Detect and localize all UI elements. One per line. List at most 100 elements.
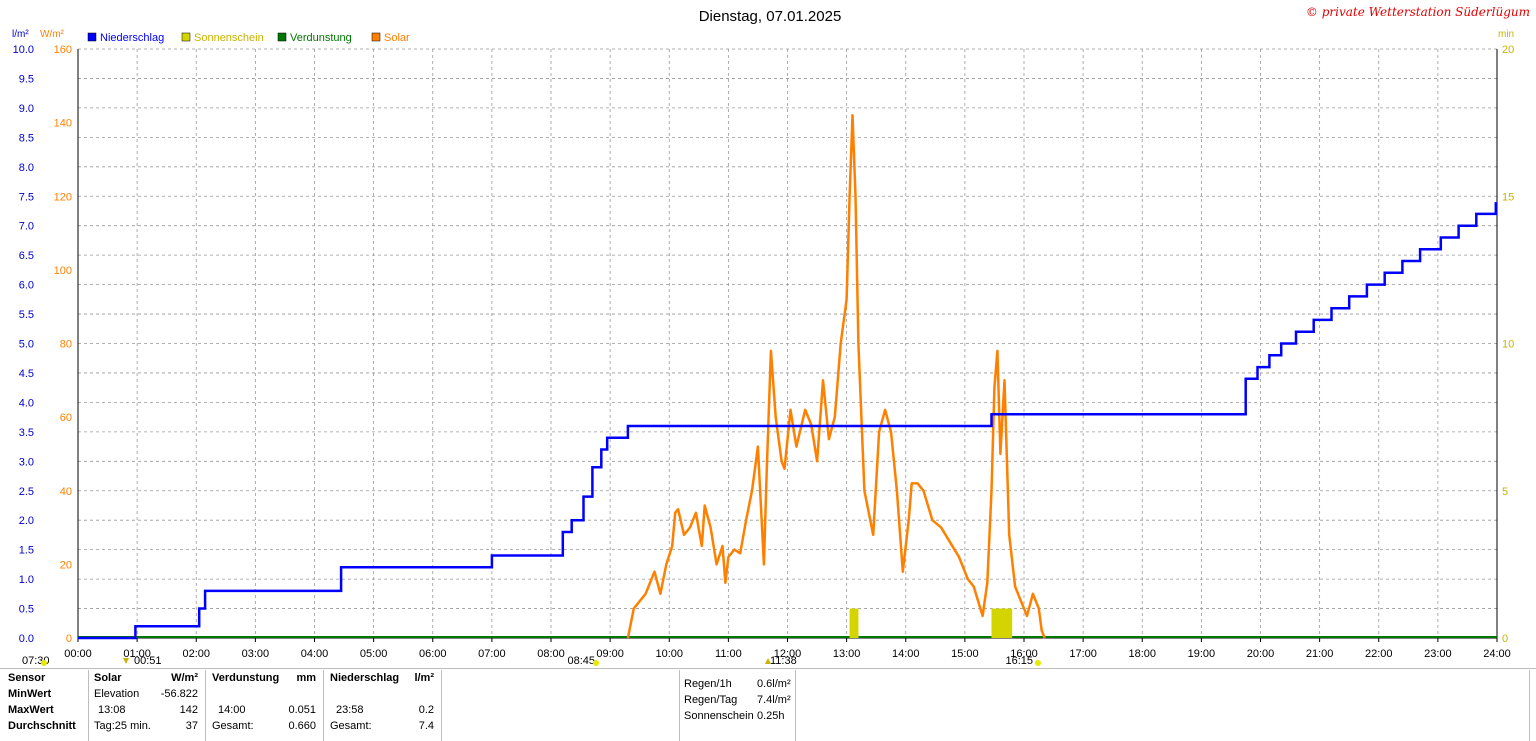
table-top-divider: [0, 668, 1536, 669]
y-left1-tick-label: 3.0: [19, 456, 34, 468]
y-left1-tick-label: 10.0: [13, 44, 34, 56]
label-maxwert: MaxWert: [8, 704, 54, 716]
y-left1-tick-label: 9.5: [19, 73, 34, 85]
y-left1-tick-label: 4.5: [19, 368, 34, 380]
x-tick-label: 23:00: [1424, 648, 1452, 660]
legend-swatch: [181, 32, 191, 42]
x-tick-label: 21:00: [1306, 648, 1334, 660]
verd-column-right: mm 0.051 0.660: [270, 670, 316, 734]
y-left1-tick-label: 7.0: [19, 221, 34, 233]
solar-avg-label: Tag:25 min.: [94, 720, 151, 732]
series-solar: [626, 114, 1046, 639]
x-tick-label: 15:00: [951, 648, 979, 660]
solar-header: Solar: [94, 672, 122, 684]
y-left1-tick-label: 4.0: [19, 397, 34, 409]
y-left1-tick-label: 0.0: [19, 633, 34, 645]
table-divider: [323, 670, 324, 741]
nied-max-time: 23:58: [336, 704, 364, 716]
verd-max-value: 0.051: [288, 704, 316, 716]
y-left2-tick-label: 160: [54, 44, 72, 56]
legend-label: Verdunstung: [290, 32, 352, 44]
y-left1-tick-label: 1.0: [19, 574, 34, 586]
x-tick-label: 04:00: [301, 648, 329, 660]
sun-marker-dot: [41, 660, 47, 666]
summary-label: Regen/1h: [684, 678, 732, 690]
x-tick-label: 16:00: [1010, 648, 1038, 660]
summary-labels: Regen/1h Regen/Tag Sonnenschein: [684, 676, 754, 724]
y-left1-tick-label: 6.5: [19, 250, 34, 262]
sunshine-bar: [849, 608, 859, 638]
y-left2-tick-label: 60: [60, 412, 72, 424]
y-left2-tick-label: 100: [54, 265, 72, 277]
x-tick-label: 17:00: [1069, 648, 1097, 660]
y-left1-tick-label: 5.0: [19, 339, 34, 351]
label-durchschnitt: Durchschnitt: [8, 720, 76, 732]
solar-min-value: -56.822: [160, 688, 198, 700]
y-left1-tick-label: 3.5: [19, 427, 34, 439]
summary-label: Sonnenschein: [684, 710, 754, 722]
verd-max-time: 14:00: [218, 704, 246, 716]
nied-header: Niederschlag: [330, 672, 400, 684]
y-left1-tick-label: 2.5: [19, 486, 34, 498]
y-left2-tick-label: 0: [66, 633, 72, 645]
solar-max-value: 142: [179, 704, 198, 716]
solar-column-right: W/m² -56.822 142 37: [150, 670, 198, 734]
verd-column-left: Verdunstung 14:00 Gesamt:: [212, 670, 279, 734]
series-niederschlag: [78, 202, 1498, 640]
table-divider: [441, 670, 442, 741]
table-divider: [1529, 670, 1530, 741]
summary-label: Regen/Tag: [684, 694, 738, 706]
stats-row-labels: Sensor MinWert MaxWert Durchschnitt: [8, 670, 76, 734]
x-tick-label: 12:00: [774, 648, 802, 660]
sun-marker-dot: [593, 660, 599, 666]
y-right-tick-label: 10: [1502, 339, 1514, 351]
solar-column-left: Solar Elevation 13:08 Tag:25 min.: [94, 670, 151, 734]
table-divider: [795, 670, 796, 741]
y-right-tick-label: 20: [1502, 44, 1514, 56]
label-sensor: Sensor: [8, 672, 46, 684]
sunshine-bar: [991, 608, 1013, 638]
max-marker-triangle: [765, 658, 771, 664]
y-left2-tick-label: 80: [60, 339, 72, 351]
nied-column-left: Niederschlag 23:58 Gesamt:: [330, 670, 399, 734]
x-tick-label: 14:00: [892, 648, 920, 660]
x-tick-label: 05:00: [360, 648, 388, 660]
summary-value: 0.6l/m²: [757, 678, 791, 690]
y-left1-tick-label: 0.5: [19, 604, 34, 616]
verd-total-value: 0.660: [288, 720, 316, 732]
marker-label: 16:15: [1005, 655, 1033, 667]
summary-value: 7.4l/m²: [757, 694, 791, 706]
label-minwert: MinWert: [8, 688, 52, 700]
summary-values: 0.6l/m² 7.4l/m² 0.25h: [757, 676, 791, 724]
y-left1-tick-label: 6.0: [19, 280, 34, 292]
x-tick-label: 20:00: [1247, 648, 1275, 660]
y-left2-tick-label: 40: [60, 486, 72, 498]
table-divider: [88, 670, 89, 741]
x-tick-label: 08:00: [537, 648, 565, 660]
x-tick-label: 19:00: [1188, 648, 1216, 660]
nied-max-value: 0.2: [418, 704, 434, 716]
y-right-tick-label: 0: [1502, 633, 1508, 645]
solar-min-label: Elevation: [94, 688, 140, 700]
x-tick-label: 10:00: [655, 648, 683, 660]
marker-label: 00:51: [134, 655, 162, 667]
verd-header: Verdunstung: [212, 672, 280, 684]
weather-chart: Dienstag, 07.01.2025 © private Wettersta…: [12, 5, 1530, 667]
x-tick-label: 03:00: [242, 648, 270, 660]
summary-value: 0.25h: [757, 710, 785, 722]
table-divider: [205, 670, 206, 741]
x-tick-label: 13:00: [833, 648, 861, 660]
nied-total-label: Gesamt:: [330, 720, 372, 732]
y-left1-tick-label: 9.0: [19, 103, 34, 115]
y-right-tick-label: 15: [1502, 191, 1514, 203]
chart-marks: [78, 114, 1498, 640]
chart-legend: Niederschlag Sonnenschein Verdunstung Solar: [87, 32, 410, 44]
y-left2-tick-label: 120: [54, 191, 72, 203]
solar-unit: W/m²: [171, 672, 198, 684]
x-tick-label: 22:00: [1365, 648, 1393, 660]
legend-label: Sonnenschein: [194, 32, 264, 44]
y-left1-tick-label: 1.5: [19, 545, 34, 557]
right-axis-unit: min: [1498, 29, 1514, 40]
marker-label: 08:45: [567, 655, 595, 667]
